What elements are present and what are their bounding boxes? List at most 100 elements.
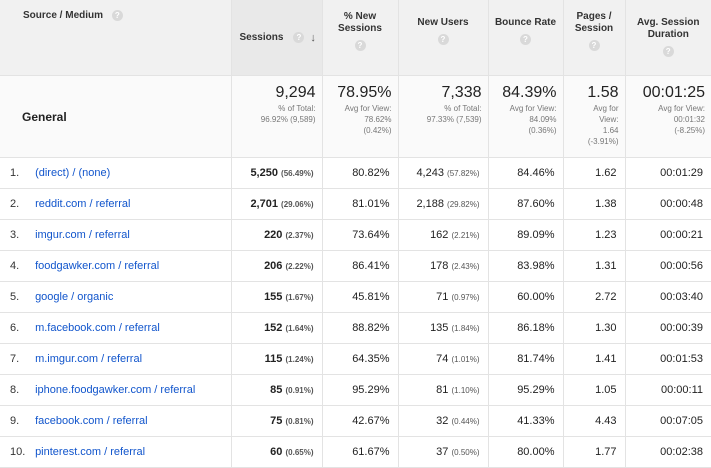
new-users-value: 135 [430, 322, 448, 334]
source-medium-link[interactable]: m.imgur.com / referral [35, 353, 142, 365]
column-label-source: Source / Medium [23, 10, 103, 21]
pages-per-session-cell: 1.23 [563, 220, 625, 251]
summary-subtext: Avg for View: [327, 104, 392, 113]
source-medium-link[interactable]: google / organic [35, 291, 113, 303]
sessions-cell: 220 (2.37%) [231, 220, 322, 251]
help-icon[interactable]: ? [663, 46, 674, 57]
column-header-source[interactable]: Source / Medium ? [0, 0, 231, 76]
pages-per-session-cell: 1.30 [563, 313, 625, 344]
source-cell: 3. imgur.com / referral [0, 220, 231, 251]
column-header-new-users[interactable]: New Users ? [398, 0, 488, 76]
sessions-cell: 2,701 (29.06%) [231, 189, 322, 220]
avg-session-duration-cell: 00:00:21 [625, 220, 711, 251]
sessions-percent: (0.91%) [285, 386, 313, 395]
avg-session-duration-cell: 00:07:05 [625, 406, 711, 437]
new-users-percent: (0.44%) [451, 417, 479, 426]
pages-per-session-cell: 1.62 [563, 158, 625, 189]
summary-subtext: 78.62% [327, 115, 392, 124]
new-users-percent: (0.97%) [451, 293, 479, 302]
help-icon[interactable]: ? [112, 10, 123, 21]
summary-new-sessions: 78.95% Avg for View: 78.62% (0.42%) [322, 76, 398, 158]
column-header-new-sessions[interactable]: % New Sessions ? [322, 0, 398, 76]
table-row: 4. foodgawker.com / referral 206 (2.22%)… [0, 251, 711, 282]
summary-sessions: 9,294 % of Total: 96.92% (9,589) [231, 76, 322, 158]
source-cell: 2. reddit.com / referral [0, 189, 231, 220]
column-label-sessions: Sessions [240, 32, 284, 43]
new-sessions-cell: 80.82% [322, 158, 398, 189]
help-icon[interactable]: ? [355, 40, 366, 51]
new-users-percent: (1.01%) [451, 355, 479, 364]
column-label-pages-line1: Pages / [564, 11, 625, 23]
bounce-rate-cell: 84.46% [488, 158, 563, 189]
summary-subtext: 84.09% [493, 115, 557, 124]
new-users-value: 74 [436, 353, 448, 365]
sessions-percent: (0.81%) [285, 417, 313, 426]
summary-value: 78.95% [327, 84, 392, 102]
summary-subtext: 00:01:32 [630, 115, 706, 124]
sessions-cell: 75 (0.81%) [231, 406, 322, 437]
new-users-cell: 2,188 (29.82%) [398, 189, 488, 220]
new-users-cell: 32 (0.44%) [398, 406, 488, 437]
new-users-percent: (1.84%) [451, 324, 479, 333]
bounce-rate-cell: 89.09% [488, 220, 563, 251]
source-cell: 1. (direct) / (none) [0, 158, 231, 189]
source-medium-link[interactable]: reddit.com / referral [35, 198, 130, 210]
sessions-percent: (1.24%) [285, 355, 313, 364]
new-users-percent: (57.82%) [447, 169, 479, 178]
avg-session-duration-cell: 00:00:39 [625, 313, 711, 344]
new-users-cell: 135 (1.84%) [398, 313, 488, 344]
column-header-pages-per-session[interactable]: Pages / Session ? [563, 0, 625, 76]
sessions-percent: (0.65%) [285, 448, 313, 457]
bounce-rate-cell: 81.74% [488, 344, 563, 375]
source-cell: 5. google / organic [0, 282, 231, 313]
column-label-new-sessions-line2: Sessions [323, 23, 398, 35]
column-label-new-users: New Users [399, 17, 488, 29]
summary-subtext: (-8.25%) [630, 126, 706, 135]
sessions-percent: (56.49%) [281, 169, 313, 178]
summary-value: 1.58 [568, 84, 619, 102]
avg-session-duration-cell: 00:00:11 [625, 375, 711, 406]
help-icon[interactable]: ? [520, 34, 531, 45]
source-medium-link[interactable]: iphone.foodgawker.com / referral [35, 384, 195, 396]
column-label-new-sessions-line1: % New [323, 11, 398, 23]
sessions-value: 75 [270, 415, 282, 427]
table-row: 6. m.facebook.com / referral 152 (1.64%)… [0, 313, 711, 344]
pages-per-session-cell: 2.72 [563, 282, 625, 313]
avg-session-duration-cell: 00:00:56 [625, 251, 711, 282]
summary-value: 00:01:25 [630, 84, 706, 102]
source-medium-link[interactable]: (direct) / (none) [35, 167, 110, 179]
pages-per-session-cell: 1.31 [563, 251, 625, 282]
column-header-bounce-rate[interactable]: Bounce Rate ? [488, 0, 563, 76]
source-medium-link[interactable]: pinterest.com / referral [35, 446, 145, 458]
summary-label: General [0, 76, 231, 158]
avg-session-duration-cell: 00:01:53 [625, 344, 711, 375]
help-icon[interactable]: ? [438, 34, 449, 45]
pages-per-session-cell: 1.05 [563, 375, 625, 406]
sessions-cell: 115 (1.24%) [231, 344, 322, 375]
new-users-cell: 162 (2.21%) [398, 220, 488, 251]
column-label-duration-line2: Duration [626, 29, 711, 41]
new-users-value: 37 [436, 446, 448, 458]
column-header-sessions[interactable]: Sessions ? ↓ [231, 0, 322, 76]
column-label-bounce-rate: Bounce Rate [489, 17, 563, 29]
new-users-percent: (2.43%) [451, 262, 479, 271]
sessions-percent: (29.06%) [281, 200, 313, 209]
summary-subtext: 97.33% (7,539) [403, 115, 482, 124]
source-medium-link[interactable]: imgur.com / referral [35, 229, 130, 241]
help-icon[interactable]: ? [293, 32, 304, 43]
source-medium-link[interactable]: facebook.com / referral [35, 415, 148, 427]
column-header-avg-session-duration[interactable]: Avg. Session Duration ? [625, 0, 711, 76]
pages-per-session-cell: 4.43 [563, 406, 625, 437]
sessions-value: 115 [265, 353, 283, 365]
source-medium-link[interactable]: m.facebook.com / referral [35, 322, 160, 334]
sessions-percent: (2.22%) [285, 262, 313, 271]
summary-subtext: 1.64 [568, 126, 619, 135]
row-index: 5. [10, 291, 32, 303]
help-icon[interactable]: ? [589, 40, 600, 51]
source-cell: 7. m.imgur.com / referral [0, 344, 231, 375]
summary-subtext: (-3.91%) [568, 137, 619, 146]
sort-descending-icon[interactable]: ↓ [310, 32, 316, 44]
source-medium-link[interactable]: foodgawker.com / referral [35, 260, 159, 272]
source-cell: 4. foodgawker.com / referral [0, 251, 231, 282]
sessions-value: 152 [264, 322, 282, 334]
